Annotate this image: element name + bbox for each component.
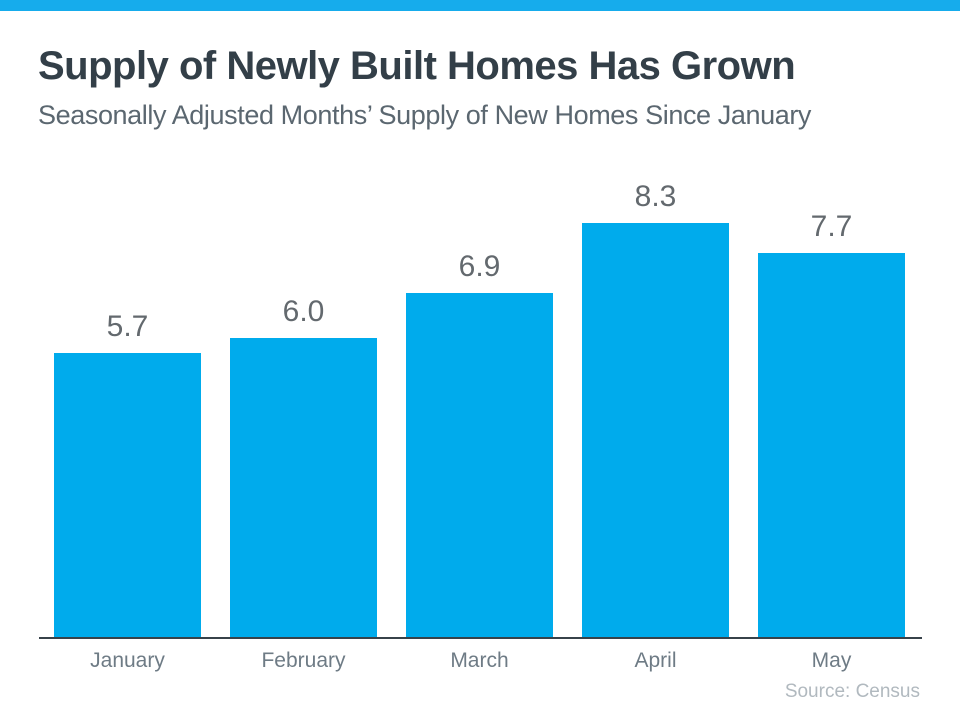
x-axis-label: March [450, 649, 509, 672]
bar-column: 6.0 [230, 178, 377, 638]
bar-chart: 5.7 6.0 6.9 8.3 7.7 [54, 178, 905, 638]
x-axis-label: January [90, 649, 165, 672]
bar [230, 338, 377, 638]
bar [406, 293, 553, 638]
bar-value-label: 5.7 [106, 310, 149, 343]
page-subtitle: Seasonally Adjusted Months’ Supply of Ne… [38, 100, 812, 130]
x-axis-label: April [634, 649, 677, 672]
x-axis-label: May [811, 649, 852, 672]
x-axis-line [39, 637, 922, 639]
bar-column: 5.7 [54, 178, 201, 638]
bar-value-label: 6.9 [458, 250, 501, 283]
page-title: Supply of Newly Built Homes Has Grown [38, 44, 796, 88]
bar [758, 253, 905, 638]
bar-column: 8.3 [582, 178, 729, 638]
bar-value-label: 8.3 [634, 180, 677, 213]
bar [582, 223, 729, 638]
x-axis-label: February [261, 649, 346, 672]
bar-value-label: 6.0 [282, 295, 325, 328]
bar-value-label: 7.7 [810, 210, 853, 243]
top-accent-bar [0, 0, 960, 11]
x-axis-labels: January February March April May [54, 649, 905, 672]
source-credit: Source: Census [784, 681, 920, 702]
bar-column: 6.9 [406, 178, 553, 638]
bar [54, 353, 201, 638]
bar-column: 7.7 [758, 178, 905, 638]
